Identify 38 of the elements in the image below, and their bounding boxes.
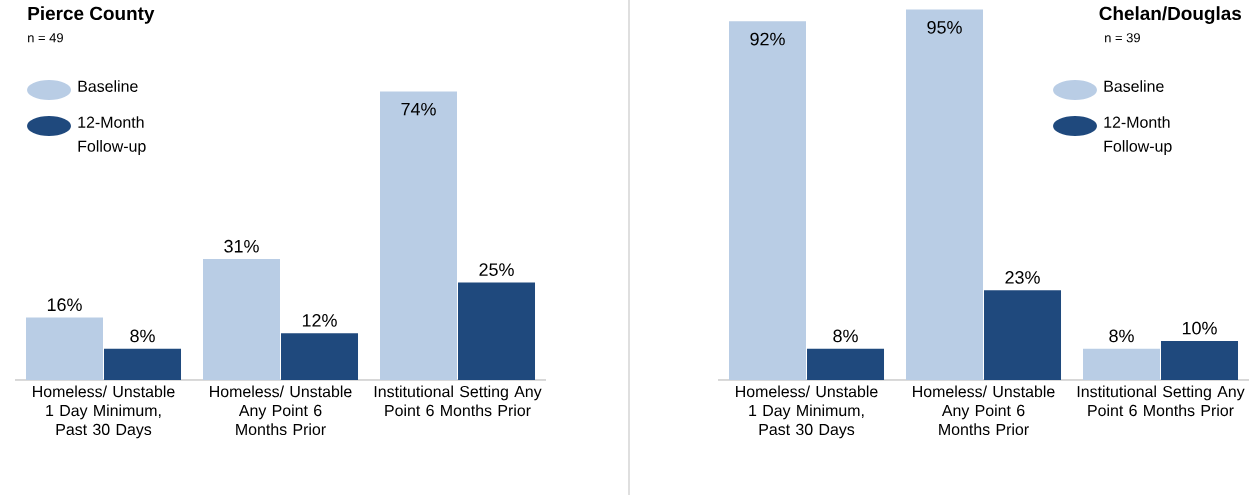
chart-title: Chelan/Douglas <box>1099 6 1242 24</box>
bar <box>984 290 1062 380</box>
legend-label: Baseline <box>78 80 138 92</box>
x-tick-label: Institutional Setting Any Point 6 Months Prior <box>1077 385 1245 417</box>
x-tick-label: Homeless/ Unstable 1 Day Minimum, Past 30 Days <box>33 385 175 439</box>
x-tick-label: Homeless/ Unstable Any Point 6 Months Prior <box>913 385 1055 436</box>
bar <box>1083 348 1161 380</box>
data-label: 8% <box>1109 329 1134 343</box>
bar <box>203 259 281 380</box>
data-label: 8% <box>130 329 155 343</box>
data-label: 74% <box>401 102 436 116</box>
chart-subtitle: n = 49 <box>28 33 63 43</box>
legend-label: Baseline <box>1104 80 1164 92</box>
bar <box>906 9 984 380</box>
data-label: 95% <box>927 20 962 34</box>
data-label: 8% <box>833 329 858 343</box>
data-label: 31% <box>224 239 259 253</box>
bar <box>1161 340 1239 380</box>
bar <box>807 348 885 380</box>
bar <box>729 21 807 380</box>
legend-label: 12-Month Follow-up <box>1104 116 1172 155</box>
chart-title: Pierce County <box>28 6 155 24</box>
data-label: 23% <box>1005 271 1040 284</box>
data-label: 12% <box>302 314 337 327</box>
x-tick-label: Homeless/ Unstable 1 Day Minimum, Past 30 Days <box>736 385 878 439</box>
legend-label: 12-Month Follow-up <box>78 116 146 155</box>
bar <box>26 317 104 380</box>
data-label: 92% <box>750 32 785 46</box>
bar <box>458 282 536 380</box>
data-label: 16% <box>47 298 82 312</box>
data-label: 10% <box>1182 321 1217 335</box>
bar <box>104 348 182 380</box>
bar <box>380 91 458 380</box>
text: n = 39 <box>1105 33 1140 43</box>
x-tick-label: Institutional Setting Any Point 6 Months Prior <box>374 385 542 417</box>
data-label: 25% <box>479 263 514 276</box>
bar <box>281 333 359 380</box>
x-tick-label: Homeless/ Unstable Any Point 6 Months Prior <box>210 385 352 436</box>
